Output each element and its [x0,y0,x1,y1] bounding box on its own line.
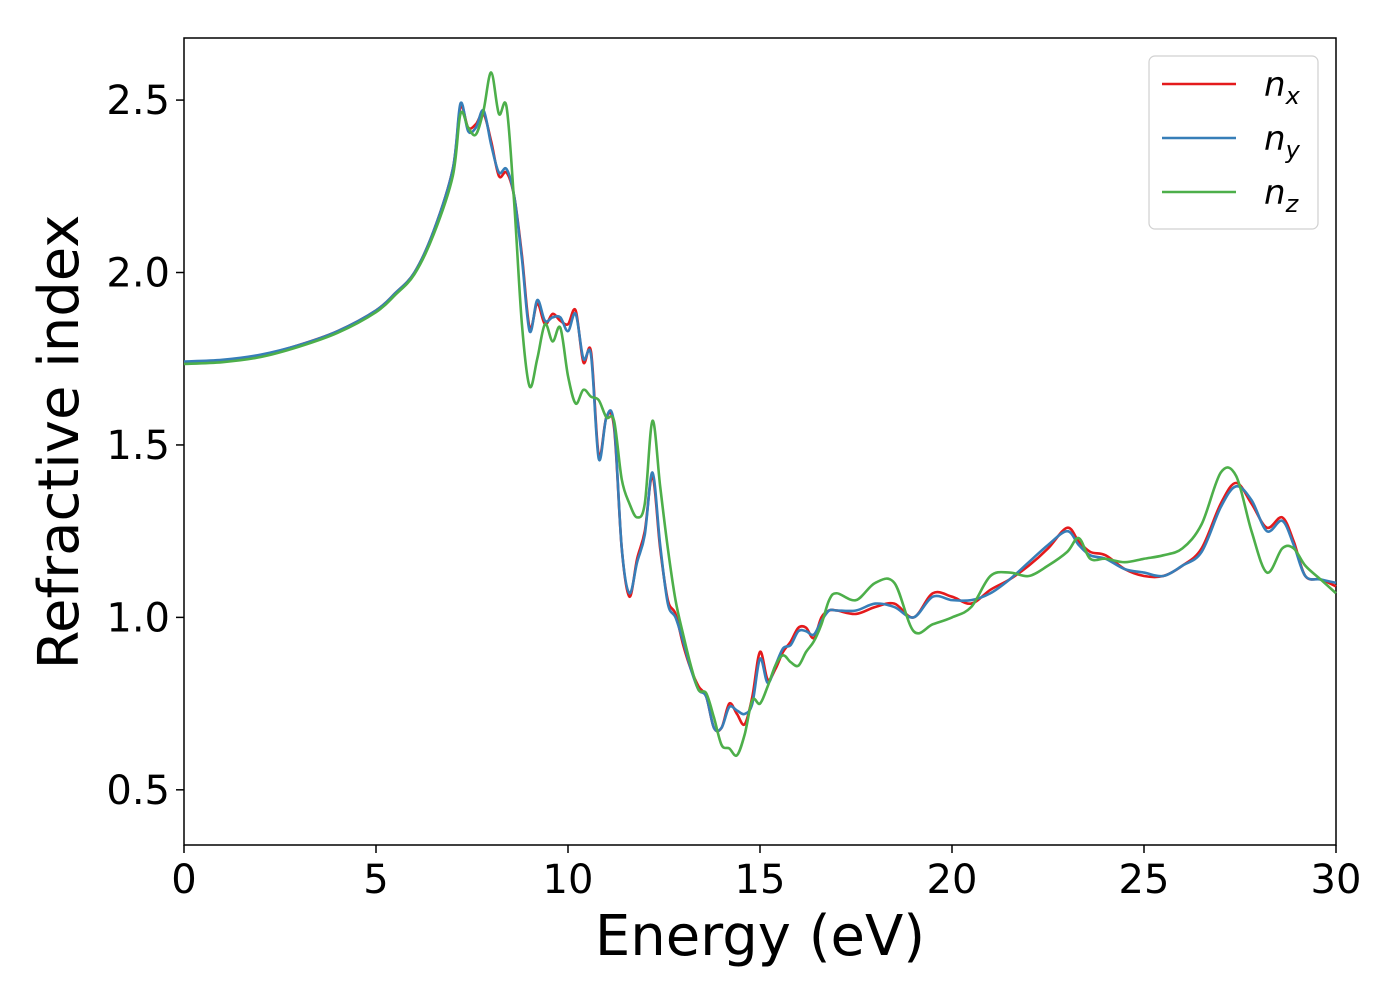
y-tick-label: 2.0 [106,251,170,297]
x-tick-label: 15 [735,857,786,903]
legend-label-n-x: nx [1264,65,1301,110]
y-tick-label: 2.5 [106,78,170,124]
legend-label-n-y: ny [1264,119,1301,164]
x-tick-label: 10 [543,857,594,903]
x-tick-label: 0 [171,857,196,903]
x-tick-label: 30 [1311,857,1362,903]
legend-entries: nx ny nz [1162,65,1301,218]
legend-box [1148,55,1319,230]
x-axis-ticks: 0 5 10 15 20 25 30 [171,845,1361,903]
y-axis-label: Refractive index [27,215,92,670]
series-layer [183,71,1337,758]
legend: nx ny nz [1148,55,1319,230]
y-tick-label: 0.5 [106,768,170,814]
plot-frame [183,37,1337,846]
series-line-n-z [183,71,1337,758]
y-axis-ticks: 0.5 1.0 1.5 2.0 2.5 [106,78,184,814]
y-tick-label: 1.5 [106,423,170,469]
x-tick-label: 20 [927,857,978,903]
x-tick-label: 5 [363,857,388,903]
x-tick-label: 25 [1119,857,1170,903]
y-tick-label: 1.0 [106,595,170,641]
x-axis-label: Energy (eV) [595,904,925,969]
legend-label-n-z: nz [1264,173,1300,218]
